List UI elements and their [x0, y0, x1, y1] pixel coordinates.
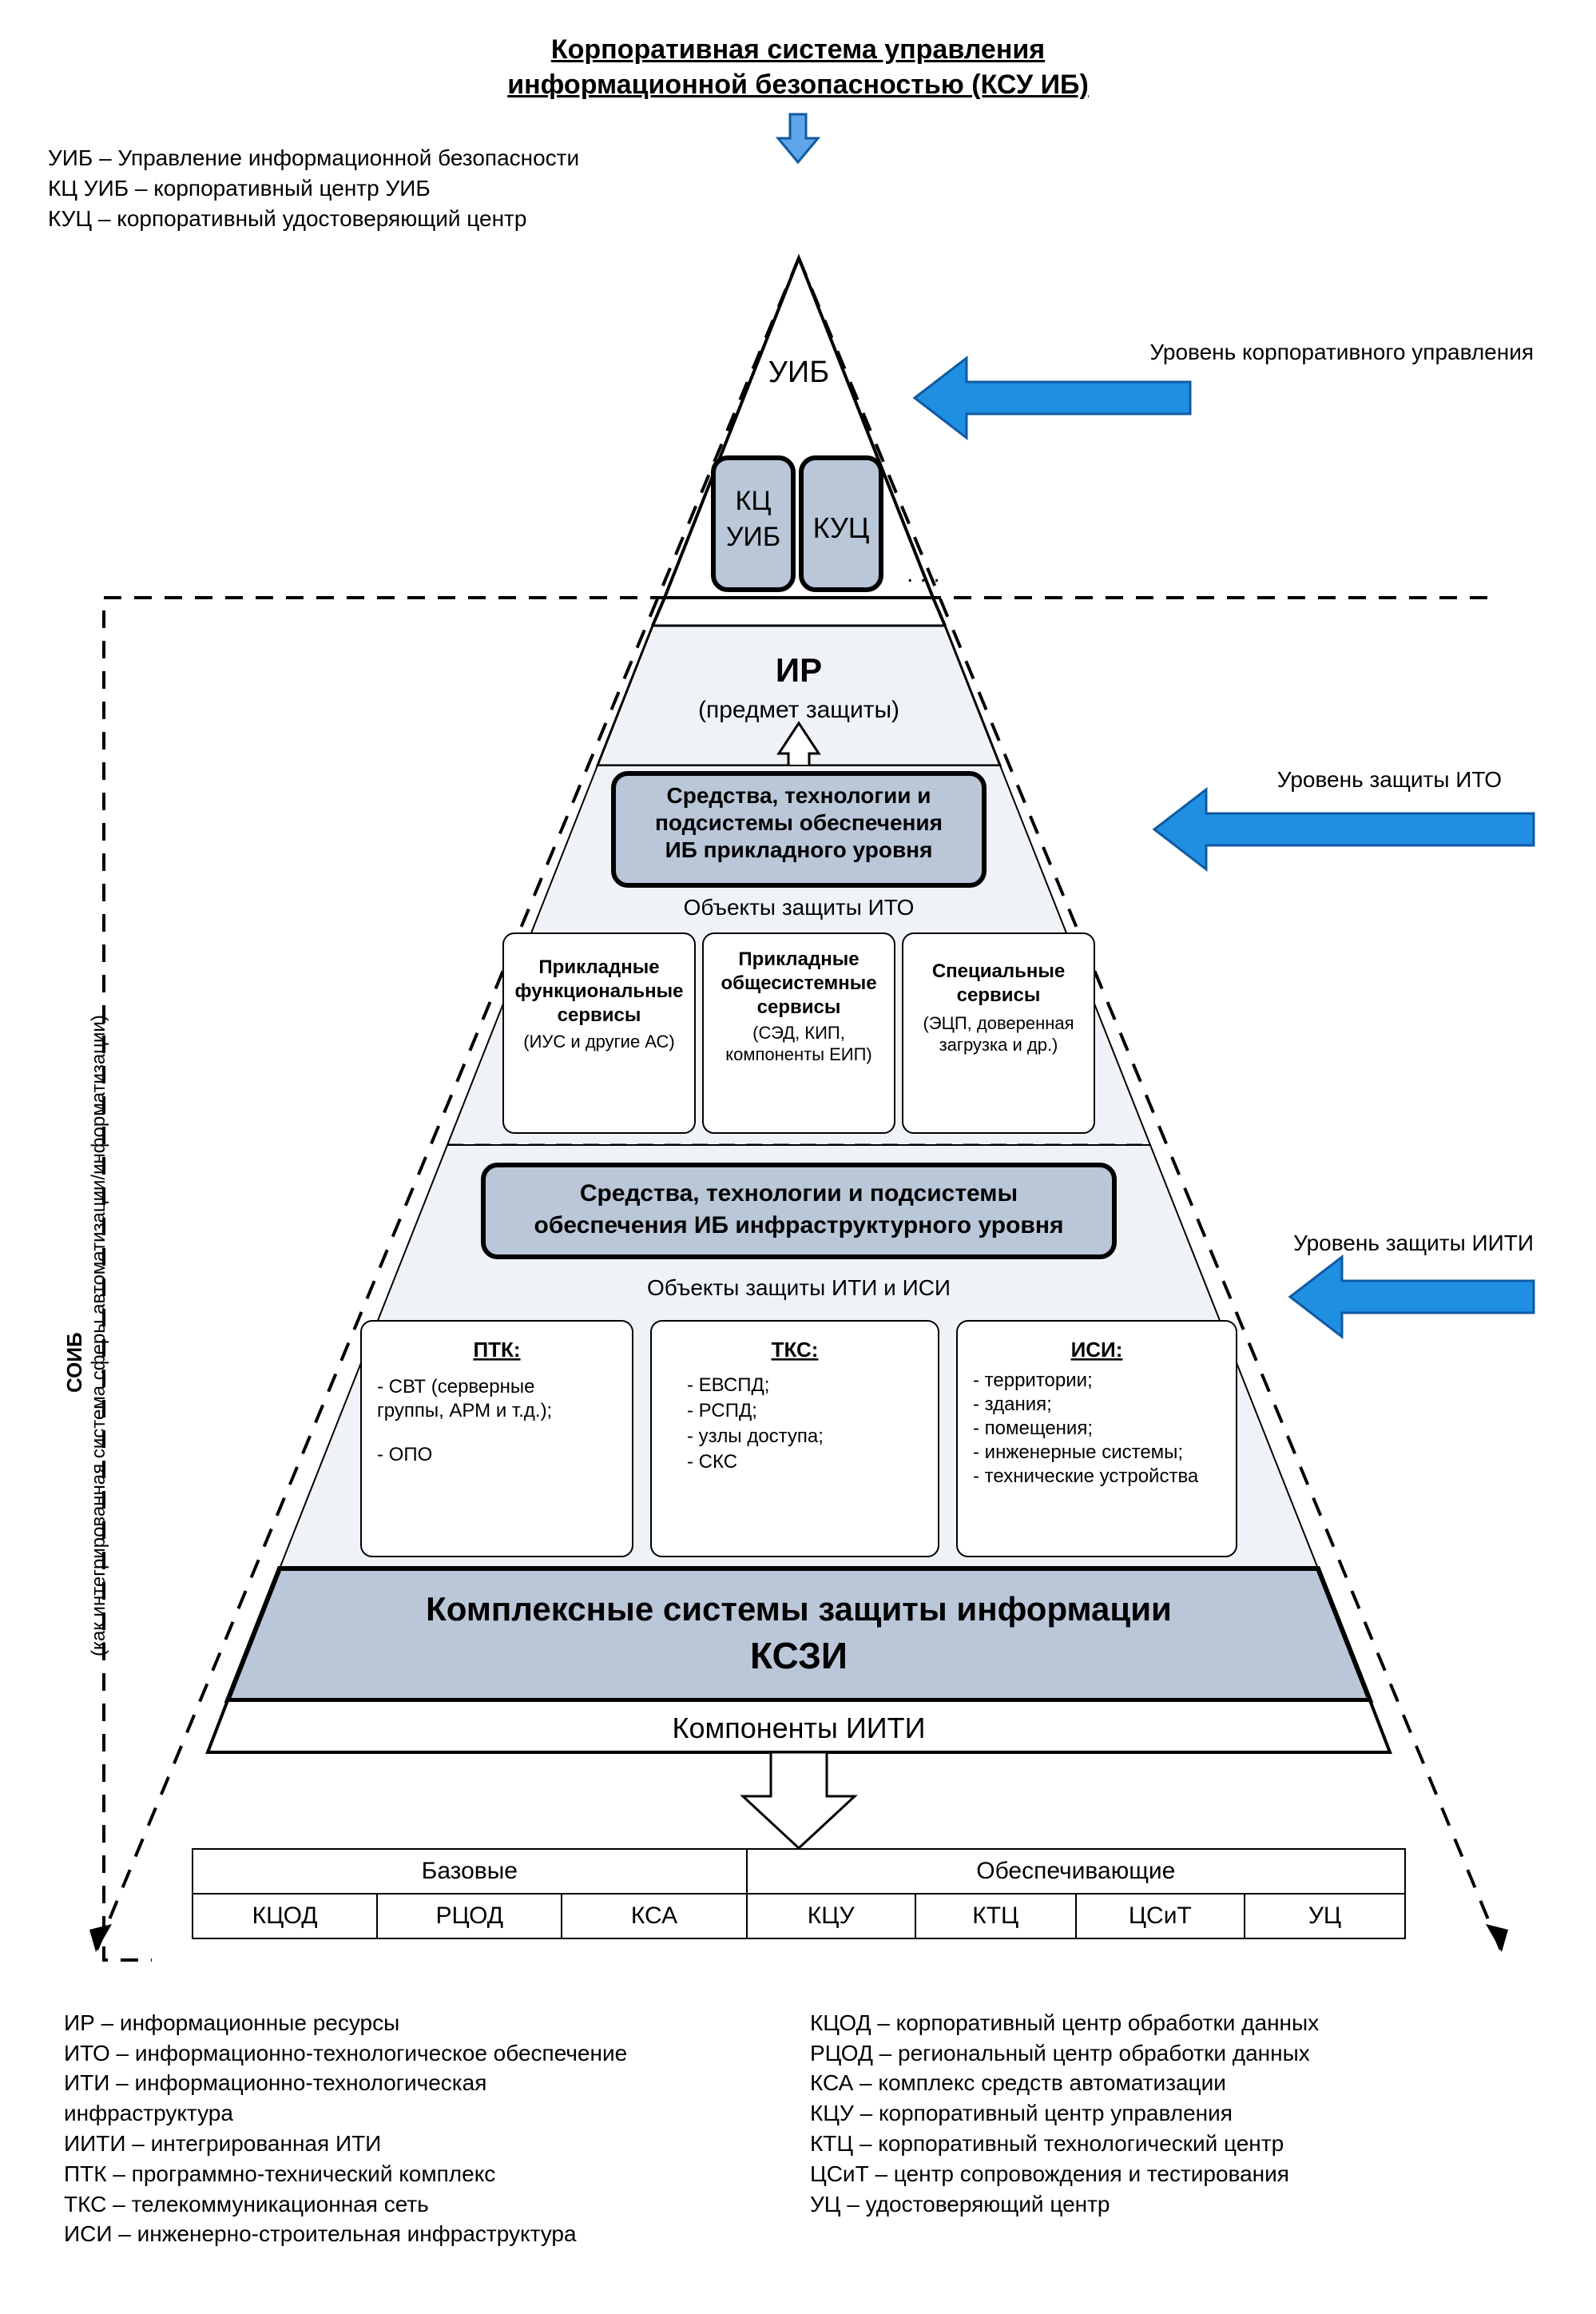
svg-text:- СВТ (серверные: - СВТ (серверные [377, 1376, 534, 1398]
abbr-col-right: КЦОД – корпоративный центр обработки дан… [810, 2008, 1532, 2249]
blue-arrow-r2 [1154, 789, 1534, 869]
svg-text:ИР: ИР [776, 651, 822, 689]
svg-text:- здания;: - здания; [973, 1394, 1052, 1415]
pyramid-diagram: СОИБ (как интегрированная система сферы … [48, 242, 1550, 2000]
svg-text:- ЕВСПД;: - ЕВСПД; [687, 1374, 769, 1396]
diagram-title: Корпоративная система управления информа… [48, 32, 1548, 102]
components-group-basic: Базовые [193, 1849, 747, 1894]
svg-text:Специальные: Специальные [932, 960, 1065, 982]
abbr-col-left: ИР – информационные ресурсы ИТО – информ… [64, 2008, 786, 2249]
svg-text:Средства, технологии и: Средства, технологии и [667, 783, 931, 808]
svg-text:- территории;: - территории; [973, 1370, 1093, 1391]
svg-text:функциональные: функциональные [515, 980, 684, 1002]
svg-text:сервисы: сервисы [757, 996, 841, 1018]
svg-text:- узлы доступа;: - узлы доступа; [687, 1425, 824, 1447]
apex-label: УИБ [768, 356, 829, 389]
components-row: КЦОД РЦОД КСА КЦУ КТЦ ЦСиТ УЦ [193, 1894, 1405, 1938]
svg-text:- ОПО: - ОПО [377, 1444, 432, 1465]
svg-text:Объекты защиты ИТО: Объекты защиты ИТО [684, 895, 915, 920]
svg-text:Объекты защиты ИТИ и ИСИ: Объекты защиты ИТИ и ИСИ [647, 1275, 951, 1300]
svg-text:Прикладные: Прикладные [738, 948, 859, 970]
svg-text:компоненты ЕИП): компоненты ЕИП) [725, 1044, 872, 1064]
svg-text:(ИУС и другие АС): (ИУС и другие АС) [523, 1032, 674, 1052]
svg-text:Компоненты ИИТИ: Компоненты ИИТИ [672, 1712, 925, 1744]
svg-text:- инженерные системы;: - инженерные системы; [973, 1441, 1183, 1463]
svg-text:КСЗИ: КСЗИ [750, 1635, 848, 1676]
right-label-3: Уровень защиты ИИТИ [1293, 1229, 1534, 1258]
svg-text:сервисы: сервисы [558, 1004, 641, 1026]
svg-text:Средства, технологии и подсист: Средства, технологии и подсистемы [580, 1180, 1018, 1207]
svg-text:- РСПД;: - РСПД; [687, 1400, 757, 1421]
svg-text:- технические устройства: - технические устройства [973, 1465, 1199, 1487]
svg-text:(СЭД, КИП,: (СЭД, КИП, [752, 1023, 845, 1043]
svg-text:ИСИ:: ИСИ: [1071, 1338, 1123, 1362]
svg-text:УИБ: УИБ [726, 522, 780, 552]
blue-arrow-r3 [1290, 1257, 1534, 1337]
svg-text:(ЭЦП, доверенная: (ЭЦП, доверенная [923, 1013, 1074, 1033]
right-label-2: Уровень защиты ИТО [1277, 765, 1502, 794]
svg-text:КЦ: КЦ [736, 486, 772, 516]
svg-text:общесистемные: общесистемные [721, 972, 876, 994]
svg-text:- помещения;: - помещения; [973, 1417, 1093, 1439]
legend-top: УИБ – Управление информационной безопасн… [48, 143, 1548, 233]
svg-text:ПТК:: ПТК: [473, 1338, 520, 1362]
svg-text:ТКС:: ТКС: [772, 1338, 819, 1362]
svg-text:Прикладные: Прикладные [538, 956, 659, 978]
svg-text:загрузка и др.): загрузка и др.) [939, 1035, 1058, 1055]
svg-text:сервисы: сервисы [957, 984, 1041, 1006]
components-table: Базовые Обеспечивающие КЦОД РЦОД КСА КЦУ… [192, 1848, 1406, 1939]
svg-text:группы, АРМ и т.д.);: группы, АРМ и т.д.); [377, 1400, 552, 1421]
svg-text:Комплексные системы защиты инф: Комплексные системы защиты информации [426, 1590, 1172, 1628]
svg-text:подсистемы обеспечения: подсистемы обеспечения [655, 810, 943, 835]
svg-text:- СКС: - СКС [687, 1451, 737, 1473]
svg-text:обеспечения ИБ инфраструктурно: обеспечения ИБ инфраструктурного уровня [534, 1212, 1064, 1239]
blue-arrow-r1 [915, 358, 1190, 438]
svg-text:ИБ прикладного уровня: ИБ прикладного уровня [665, 837, 933, 862]
abbreviation-legend: ИР – информационные ресурсы ИТО – информ… [48, 2008, 1548, 2249]
svg-text:(предмет защиты): (предмет защиты) [698, 697, 899, 723]
svg-text:КУЦ: КУЦ [813, 511, 870, 544]
components-group-supporting: Обеспечивающие [747, 1849, 1405, 1894]
right-label-1: Уровень корпоративного управления [1149, 338, 1534, 367]
